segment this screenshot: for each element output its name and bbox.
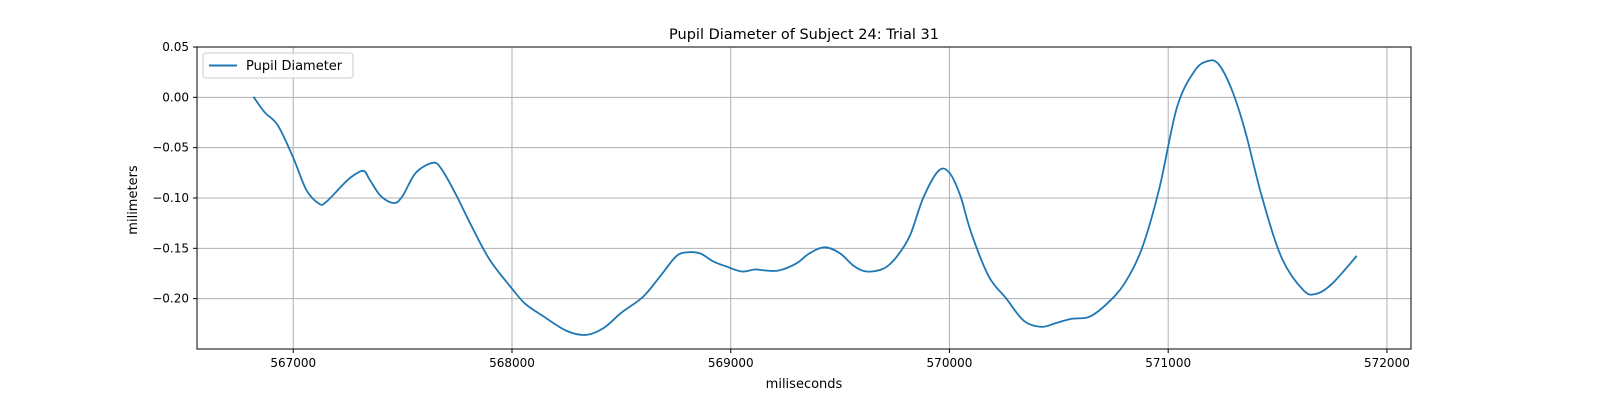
y-tick-label: −0.20 [152,292,189,306]
x-tick-label: 571000 [1145,356,1191,370]
legend-box [202,52,354,79]
y-axis-ticks: 0.05 0.00 −0.05 −0.10 −0.15 −0.20 [152,40,197,306]
x-axis-label: miliseconds [766,377,843,392]
legend[interactable]: Pupil Diameter [202,52,354,79]
x-tick-label: 568000 [489,356,535,370]
y-tick-label: −0.05 [152,141,189,155]
x-axis-ticks: 567000 568000 569000 570000 571000 572000 [270,349,1410,370]
y-tick-label: −0.10 [152,191,189,205]
x-tick-label: 572000 [1364,356,1410,370]
chart-title: Pupil Diameter of Subject 24: Trial 31 [669,27,939,43]
x-tick-label: 569000 [708,356,754,370]
legend-label: Pupil Diameter [246,59,343,74]
y-tick-label: 0.00 [162,90,189,104]
y-tick-label: −0.15 [152,241,189,255]
y-tick-label: 0.05 [162,40,189,54]
series-line-pupil-diameter [252,59,1358,336]
x-tick-label: 570000 [927,356,973,370]
series-layer [252,59,1358,336]
x-tick-label: 567000 [270,356,316,370]
y-axis-label: milimeters [126,165,141,235]
